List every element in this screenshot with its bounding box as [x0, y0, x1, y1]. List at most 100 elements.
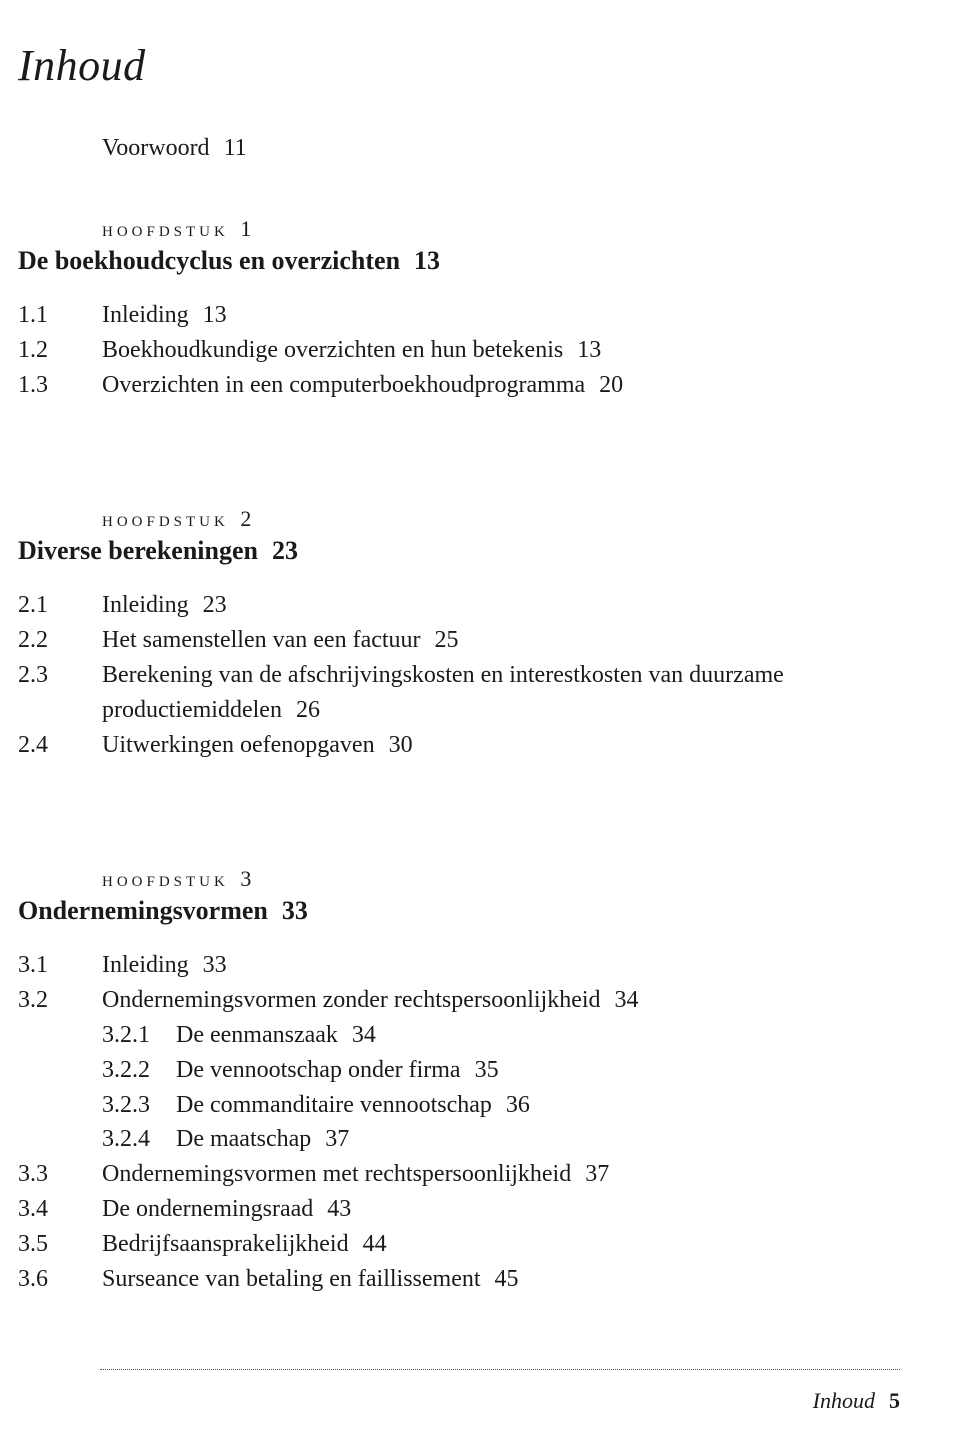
- sub-entry-page: 35: [475, 1053, 499, 1088]
- toc-sub-entry: 3.2.1De eenmanszaak 34: [102, 1018, 870, 1053]
- chapter-title-page: 33: [282, 896, 308, 925]
- chapter-label-num: 2: [240, 506, 251, 531]
- toc-entry: 1.2Boekhoudkundige overzichten en hun be…: [18, 333, 870, 368]
- chapter-1-entries: 1.1Inleiding13 1.2Boekhoudkundige overzi…: [18, 298, 870, 402]
- sub-entry-num: 3.2.1: [102, 1018, 176, 1053]
- chapter-label-num: 1: [240, 216, 251, 241]
- toc-entry: 3.4De ondernemingsraad 43: [18, 1192, 870, 1227]
- entry-label: Inleiding 33: [102, 948, 870, 983]
- chapter-title-page: 23: [272, 536, 298, 565]
- entry-page: 13: [203, 302, 227, 328]
- entry-label: Surseance van betaling en faillissement 4…: [102, 1262, 870, 1297]
- chapter-title-2: Diverse berekeningen23: [18, 536, 870, 566]
- sub-entry-num: 3.2.2: [102, 1053, 176, 1088]
- sub-entry-page: 34: [352, 1018, 376, 1053]
- entry-page: 33: [203, 952, 227, 978]
- entry-num: 1.1: [18, 298, 102, 333]
- sub-entry-page: 37: [325, 1122, 349, 1157]
- footer-rule: [100, 1369, 900, 1370]
- entry-num: 2.1: [18, 588, 102, 623]
- toc-entry: 3.5Bedrijfsaansprakelijkheid 44: [18, 1227, 870, 1262]
- chapter-title-1: De boekhoudcyclus en overzichten13: [18, 246, 870, 276]
- sub-entry-num: 3.2.3: [102, 1088, 176, 1123]
- chapter-label-num: 3: [240, 866, 251, 891]
- entry-page: 45: [495, 1266, 519, 1292]
- entry-label-text: Ondernemingsvormen met rechtspersoonlijk…: [102, 1161, 571, 1187]
- entry-label-text: Uitwerkingen oefenopgaven: [102, 732, 375, 758]
- entry-num: 3.2: [18, 983, 102, 1018]
- pre-entry-page: 11: [224, 135, 247, 161]
- entry-label-text: Inleiding: [102, 592, 189, 618]
- entry-label: Ondernemingsvormen met rechtspersoonlijk…: [102, 1157, 870, 1192]
- entry-num: 3.3: [18, 1157, 102, 1192]
- entry-page: 13: [577, 337, 601, 363]
- entry-num: 2.2: [18, 623, 102, 658]
- footer-page-number: 5: [889, 1388, 900, 1413]
- chapter-label-1: hoofdstuk 1: [102, 216, 870, 242]
- entry-label-text: Surseance van betaling en faillissement: [102, 1266, 481, 1292]
- toc-entry: 3.2Ondernemingsvormen zonder rechtsperso…: [18, 983, 870, 1018]
- chapter-label-2: hoofdstuk 2: [102, 506, 870, 532]
- page-title: Inhoud: [18, 40, 870, 91]
- entry-num: 1.3: [18, 368, 102, 403]
- entry-num: 2.3: [18, 658, 102, 728]
- toc-entry: 2.1Inleiding 23: [18, 588, 870, 623]
- toc-content: Voorwoord11 hoofdstuk 1 De boekhoudcyclu…: [18, 135, 870, 1296]
- toc-entry: 3.3Ondernemingsvormen met rechtspersoonl…: [18, 1157, 870, 1192]
- entry-label-text: De ondernemingsraad: [102, 1196, 313, 1222]
- entry-label: Ondernemingsvormen zonder rechtspersoonl…: [102, 983, 870, 1018]
- toc-entry: 3.1Inleiding 33: [18, 948, 870, 983]
- chapter-title-text: Ondernemingsvormen: [18, 896, 268, 925]
- footer: Inhoud 5: [813, 1388, 900, 1414]
- toc-entry: 2.4Uitwerkingen oefenopgaven30: [18, 728, 870, 763]
- entry-page: 34: [615, 987, 639, 1013]
- chapter-label-prefix: hoofdstuk: [102, 866, 229, 891]
- chapter-title-text: De boekhoudcyclus en overzichten: [18, 246, 400, 275]
- footer-label: Inhoud: [813, 1388, 875, 1413]
- entry-num: 3.1: [18, 948, 102, 983]
- entry-page: 25: [435, 627, 459, 653]
- page: Inhoud Voorwoord11 hoofdstuk 1 De boekho…: [0, 0, 960, 1444]
- entry-label-text: Berekening van de afschrijvingskosten en…: [102, 662, 784, 723]
- entry-page: 43: [327, 1196, 351, 1222]
- entry-label-text: Overzichten in een computerboekhoudprogr…: [102, 372, 585, 398]
- toc-sub-entry: 3.2.2De vennootschap onder firma35: [102, 1053, 870, 1088]
- entry-label-text: Bedrijfsaansprakelijkheid: [102, 1231, 349, 1257]
- entry-num: 1.2: [18, 333, 102, 368]
- toc-entry: 2.2Het samenstellen van een factuur 25: [18, 623, 870, 658]
- chapter-2-entries: 2.1Inleiding 23 2.2Het samenstellen van e…: [18, 588, 870, 762]
- entry-label: Inleiding 23: [102, 588, 870, 623]
- chapter-label-prefix: hoofdstuk: [102, 216, 229, 241]
- toc-entry: 2.3Berekening van de afschrijvingskosten…: [18, 658, 870, 728]
- sub-entry-num: 3.2.4: [102, 1122, 176, 1157]
- entry-page: 20: [599, 372, 623, 398]
- chapter-3-entries: 3.1Inleiding 33 3.2Ondernemingsvormen zon…: [18, 948, 870, 1296]
- toc-sub-entry: 3.2.4De maatschap 37: [102, 1122, 870, 1157]
- chapter-label-3: hoofdstuk 3: [102, 866, 870, 892]
- entry-page: 26: [296, 697, 320, 723]
- toc-sub-entry: 3.2.3De commanditaire vennootschap36: [102, 1088, 870, 1123]
- entry-label: De ondernemingsraad 43: [102, 1192, 870, 1227]
- entry-num: 3.5: [18, 1227, 102, 1262]
- entry-num: 2.4: [18, 728, 102, 763]
- toc-entry: 1.1Inleiding13: [18, 298, 870, 333]
- entry-num: 3.4: [18, 1192, 102, 1227]
- sub-entry-label: De commanditaire vennootschap: [176, 1088, 492, 1123]
- entry-label-text: Ondernemingsvormen zonder rechtspersoonl…: [102, 987, 601, 1013]
- entry-label: Berekening van de afschrijvingskosten en…: [102, 658, 870, 728]
- entry-page: 44: [363, 1231, 387, 1257]
- sub-entry-label: De maatschap: [176, 1122, 311, 1157]
- entry-label: Uitwerkingen oefenopgaven30: [102, 728, 870, 763]
- entry-label-text: Het samenstellen van een factuur: [102, 627, 421, 653]
- entry-num: 3.6: [18, 1262, 102, 1297]
- toc-pre-entry: Voorwoord11: [102, 135, 870, 162]
- chapter-label-prefix: hoofdstuk: [102, 506, 229, 531]
- entry-page: 23: [203, 592, 227, 618]
- entry-label-text: Boekhoudkundige overzichten en hun betek…: [102, 337, 563, 363]
- entry-label-text: Inleiding: [102, 952, 189, 978]
- sub-entry-label: De eenmanszaak: [176, 1018, 338, 1053]
- toc-entry: 1.3Overzichten in een computerboekhoudpr…: [18, 368, 870, 403]
- entry-label: Boekhoudkundige overzichten en hun betek…: [102, 333, 870, 368]
- chapter-title-3: Ondernemingsvormen 33: [18, 896, 870, 926]
- entry-label: Bedrijfsaansprakelijkheid 44: [102, 1227, 870, 1262]
